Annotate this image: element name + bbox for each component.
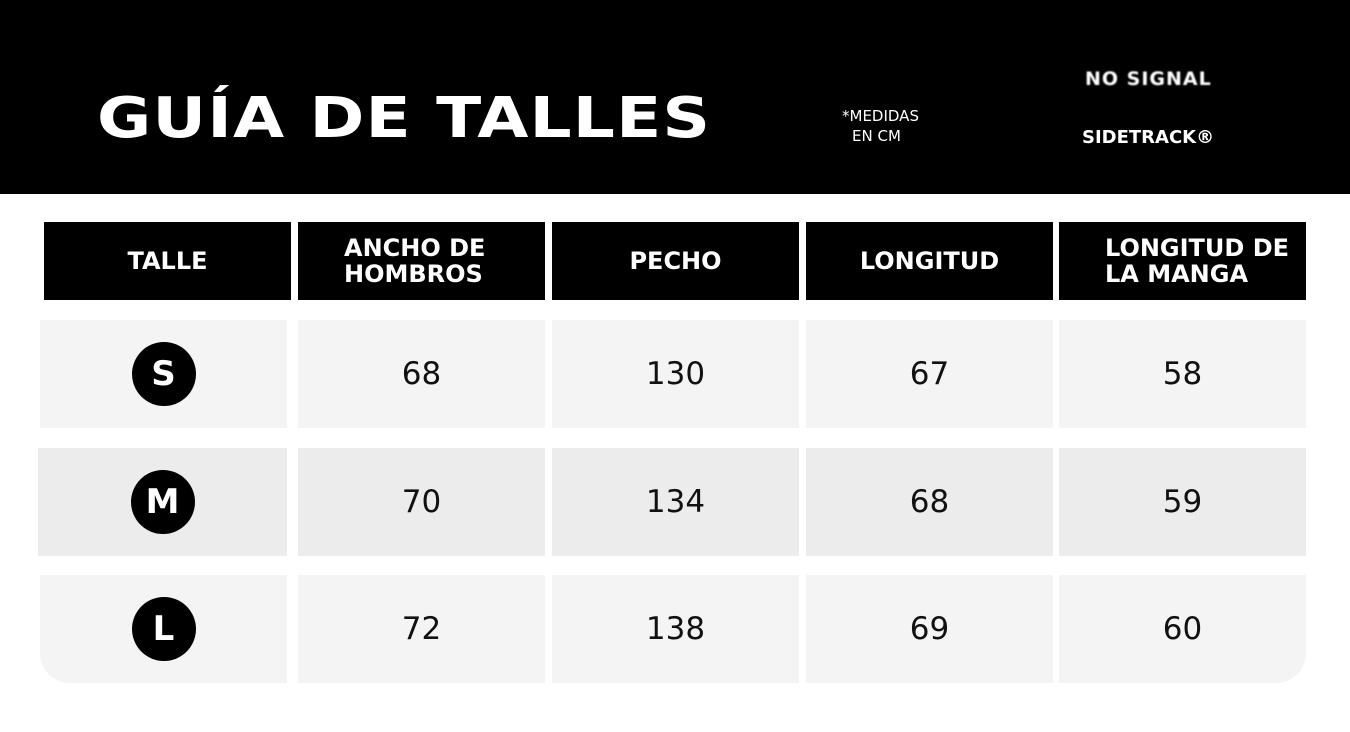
column-header-line: PECHO — [629, 247, 722, 275]
brand-logo-no-signal: NO SIGNAL — [1085, 68, 1212, 90]
size-cell: S — [40, 320, 287, 428]
column-header-line: LA MANGA — [1105, 260, 1249, 288]
note-line: EN CM — [852, 127, 901, 145]
brand-logo-sidetrack: SIDETRACK® — [1082, 127, 1215, 148]
column-header-line: ANCHO DE — [344, 234, 486, 262]
measurement-cell: 72 — [298, 575, 545, 683]
units-note: *MEDIDAS EN CM — [842, 106, 919, 146]
size-badge: L — [131, 597, 196, 661]
measurement-cell: 60 — [1059, 575, 1306, 683]
column-header: LONGITUD DE LA MANGA — [1059, 222, 1306, 300]
size-cell: M — [38, 448, 287, 556]
page-title: GUÍA DE TALLES — [97, 86, 712, 151]
column-header: PECHO — [552, 222, 799, 300]
note-line: *MEDIDAS — [842, 107, 919, 125]
size-cell: L — [40, 575, 287, 683]
measurement-cell: 70 — [298, 448, 545, 556]
measurement-cell: 130 — [552, 320, 799, 428]
column-header-line: LONGITUD — [859, 247, 1000, 275]
measurement-value: 70 — [401, 484, 442, 520]
measurement-cell: 59 — [1059, 448, 1306, 556]
column-header-line: HOMBROS — [344, 260, 483, 288]
measurement-value: 68 — [401, 356, 442, 392]
measurement-value: 134 — [645, 484, 706, 520]
size-badge: M — [130, 470, 195, 534]
column-header: ANCHO DE HOMBROS — [298, 222, 545, 300]
measurement-cell: 68 — [298, 320, 545, 428]
measurement-cell: 138 — [552, 575, 799, 683]
column-header: TALLE — [44, 222, 291, 300]
measurement-cell: 69 — [806, 575, 1053, 683]
measurement-value: 67 — [909, 356, 950, 392]
measurement-value: 130 — [645, 356, 706, 392]
size-badge: S — [131, 342, 196, 406]
measurement-value: 59 — [1162, 484, 1203, 520]
column-header: LONGITUD — [806, 222, 1053, 300]
measurement-cell: 134 — [552, 448, 799, 556]
measurement-cell: 68 — [806, 448, 1053, 556]
column-header-line: LONGITUD DE — [1105, 234, 1290, 262]
measurement-value: 72 — [401, 611, 442, 647]
measurement-cell: 67 — [806, 320, 1053, 428]
measurement-value: 60 — [1162, 611, 1203, 647]
column-header-line: TALLE — [127, 247, 208, 275]
measurement-value: 138 — [645, 611, 706, 647]
measurement-value: 58 — [1162, 356, 1203, 392]
measurement-value: 69 — [909, 611, 950, 647]
measurement-value: 68 — [909, 484, 950, 520]
header-banner: GUÍA DE TALLES *MEDIDAS EN CM NO SIGNAL S… — [0, 0, 1350, 194]
measurement-cell: 58 — [1059, 320, 1306, 428]
